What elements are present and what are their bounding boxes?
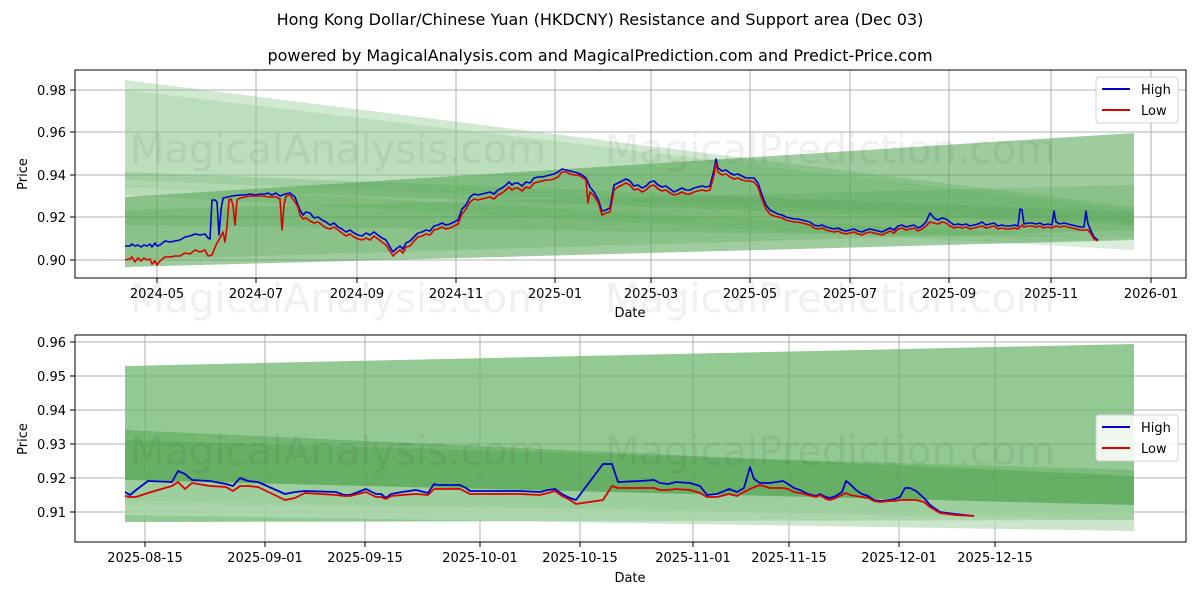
resistance-band <box>125 344 1134 522</box>
high-line <box>125 158 1099 253</box>
x-tick-label: 2025-01 <box>528 287 582 302</box>
bottom-axes-frame <box>74 334 1187 543</box>
watermark-prediction-2: MagicalPrediction.com <box>605 276 1055 322</box>
y-tick-label: 0.94 <box>37 404 66 419</box>
top-y-axis-label: Price <box>16 158 31 190</box>
bottom-y-axis-label: Price <box>16 423 31 455</box>
y-tick-label: 0.93 <box>37 438 66 453</box>
top-chart: MagicalAnalysis.com MagicalPrediction.co… <box>16 69 1187 322</box>
legend-low-label: Low <box>1141 442 1167 457</box>
x-tick-label: 2025-10-01 <box>442 551 518 566</box>
x-tick-label: 2025-11 <box>1024 287 1078 302</box>
chart-subtitle: powered by MagicalAnalysis.com and Magic… <box>267 46 933 65</box>
bottom-x-axis-label: Date <box>614 571 645 586</box>
x-tick-label: 2025-05 <box>723 287 777 302</box>
x-tick-label: 2025-07 <box>823 287 877 302</box>
chart-title: Hong Kong Dollar/Chinese Yuan (HKDCNY) R… <box>276 10 924 29</box>
legend-high-label: High <box>1141 83 1171 98</box>
y-tick-label: 0.96 <box>37 126 66 141</box>
high-line-recent <box>124 463 975 517</box>
top-legend: High Low <box>1095 76 1179 124</box>
top-y-ticks: 0.98 0.96 0.94 0.92 0.90 <box>37 84 75 269</box>
x-tick-label: 2025-10-15 <box>542 551 618 566</box>
y-tick-label: 0.91 <box>37 506 66 521</box>
x-tick-label: 2025-11-15 <box>751 551 827 566</box>
low-line <box>124 162 1099 266</box>
y-tick-label: 0.92 <box>37 472 66 487</box>
top-axes-frame <box>74 69 1187 279</box>
y-tick-label: 0.98 <box>37 84 66 99</box>
x-tick-label: 2025-09-15 <box>327 551 403 566</box>
watermark-analysis: MagicalAnalysis.com <box>130 127 546 173</box>
legend-low-label: Low <box>1141 104 1167 119</box>
bottom-x-ticks: 2025-08-15 2025-09-01 2025-09-15 2025-10… <box>107 542 1033 566</box>
x-tick-label: 2024-11 <box>429 287 483 302</box>
x-tick-label: 2026-01 <box>1124 287 1178 302</box>
watermark-analysis-3: MagicalAnalysis.com <box>130 429 546 475</box>
support-band-inner <box>125 185 1134 260</box>
x-tick-label: 2025-12-01 <box>861 551 937 566</box>
x-tick-label: 2025-09 <box>922 287 976 302</box>
x-tick-label: 2024-07 <box>229 287 283 302</box>
top-x-axis-label: Date <box>614 306 645 321</box>
top-x-ticks: 2024-05 2024-07 2024-09 2024-11 2025-01 … <box>130 278 1178 302</box>
y-tick-label: 0.95 <box>37 370 66 385</box>
legend-high-label: High <box>1141 421 1171 436</box>
bottom-chart: MagicalAnalysis.com MagicalPrediction.co… <box>16 334 1187 586</box>
x-tick-label: 2025-11-01 <box>655 551 731 566</box>
watermark-analysis-2: MagicalAnalysis.com <box>130 276 546 322</box>
watermark-prediction-3: MagicalPrediction.com <box>605 429 1055 475</box>
watermark-prediction: MagicalPrediction.com <box>605 127 1055 173</box>
x-tick-label: 2025-08-15 <box>107 551 183 566</box>
top-bands <box>125 80 1134 267</box>
bottom-legend: High Low <box>1095 414 1179 462</box>
bottom-y-ticks: 0.96 0.95 0.94 0.93 0.92 0.91 <box>37 336 75 521</box>
x-tick-label: 2024-09 <box>330 287 384 302</box>
y-tick-label: 0.94 <box>37 169 66 184</box>
low-line-recent <box>124 481 975 517</box>
mid-band <box>125 172 1134 238</box>
x-tick-label: 2025-03 <box>624 287 678 302</box>
x-tick-label: 2024-05 <box>130 287 184 302</box>
y-tick-label: 0.90 <box>37 254 66 269</box>
y-tick-label: 0.92 <box>37 211 66 226</box>
x-tick-label: 2025-12-15 <box>957 551 1033 566</box>
lower-light-band <box>125 480 1134 531</box>
y-tick-label: 0.96 <box>37 336 66 351</box>
x-tick-label: 2025-09-01 <box>227 551 303 566</box>
